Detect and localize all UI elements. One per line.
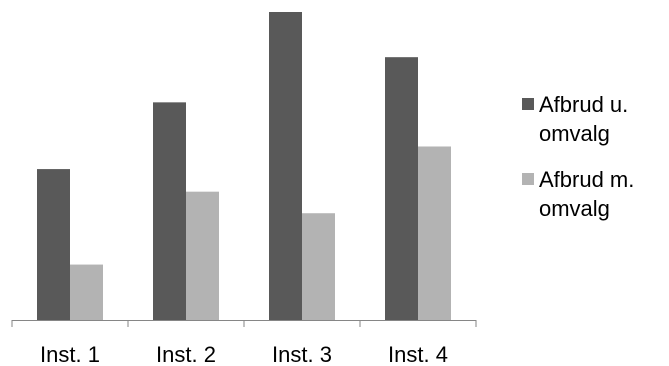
bar-series-2-2 <box>186 191 219 320</box>
x-tick-label: Inst. 2 <box>156 342 216 366</box>
bar-series-1-3 <box>269 12 302 320</box>
x-tick-label: Inst. 4 <box>388 342 448 366</box>
legend-swatch-series-2 <box>522 173 534 185</box>
legend-swatch-series-1 <box>522 98 534 110</box>
bar-series-1-1 <box>37 169 70 320</box>
chart-legend: Afbrud u. omvalg Afbrud m. omvalg <box>522 90 662 240</box>
legend-item-series-1: Afbrud u. omvalg <box>522 90 662 148</box>
bar-series-2-4 <box>418 146 451 320</box>
bar-series-2-3 <box>302 213 335 320</box>
bar-series-1-4 <box>385 57 418 320</box>
legend-item-series-2: Afbrud m. omvalg <box>522 165 662 223</box>
legend-label-series-2: Afbrud m. omvalg <box>539 167 635 221</box>
bar-series-2-1 <box>70 264 103 320</box>
x-tick-label: Inst. 1 <box>40 342 100 366</box>
x-tick-label: Inst. 3 <box>272 342 332 366</box>
bar-series-1-2 <box>153 102 186 320</box>
legend-label-series-1: Afbrud u. omvalg <box>539 92 629 146</box>
